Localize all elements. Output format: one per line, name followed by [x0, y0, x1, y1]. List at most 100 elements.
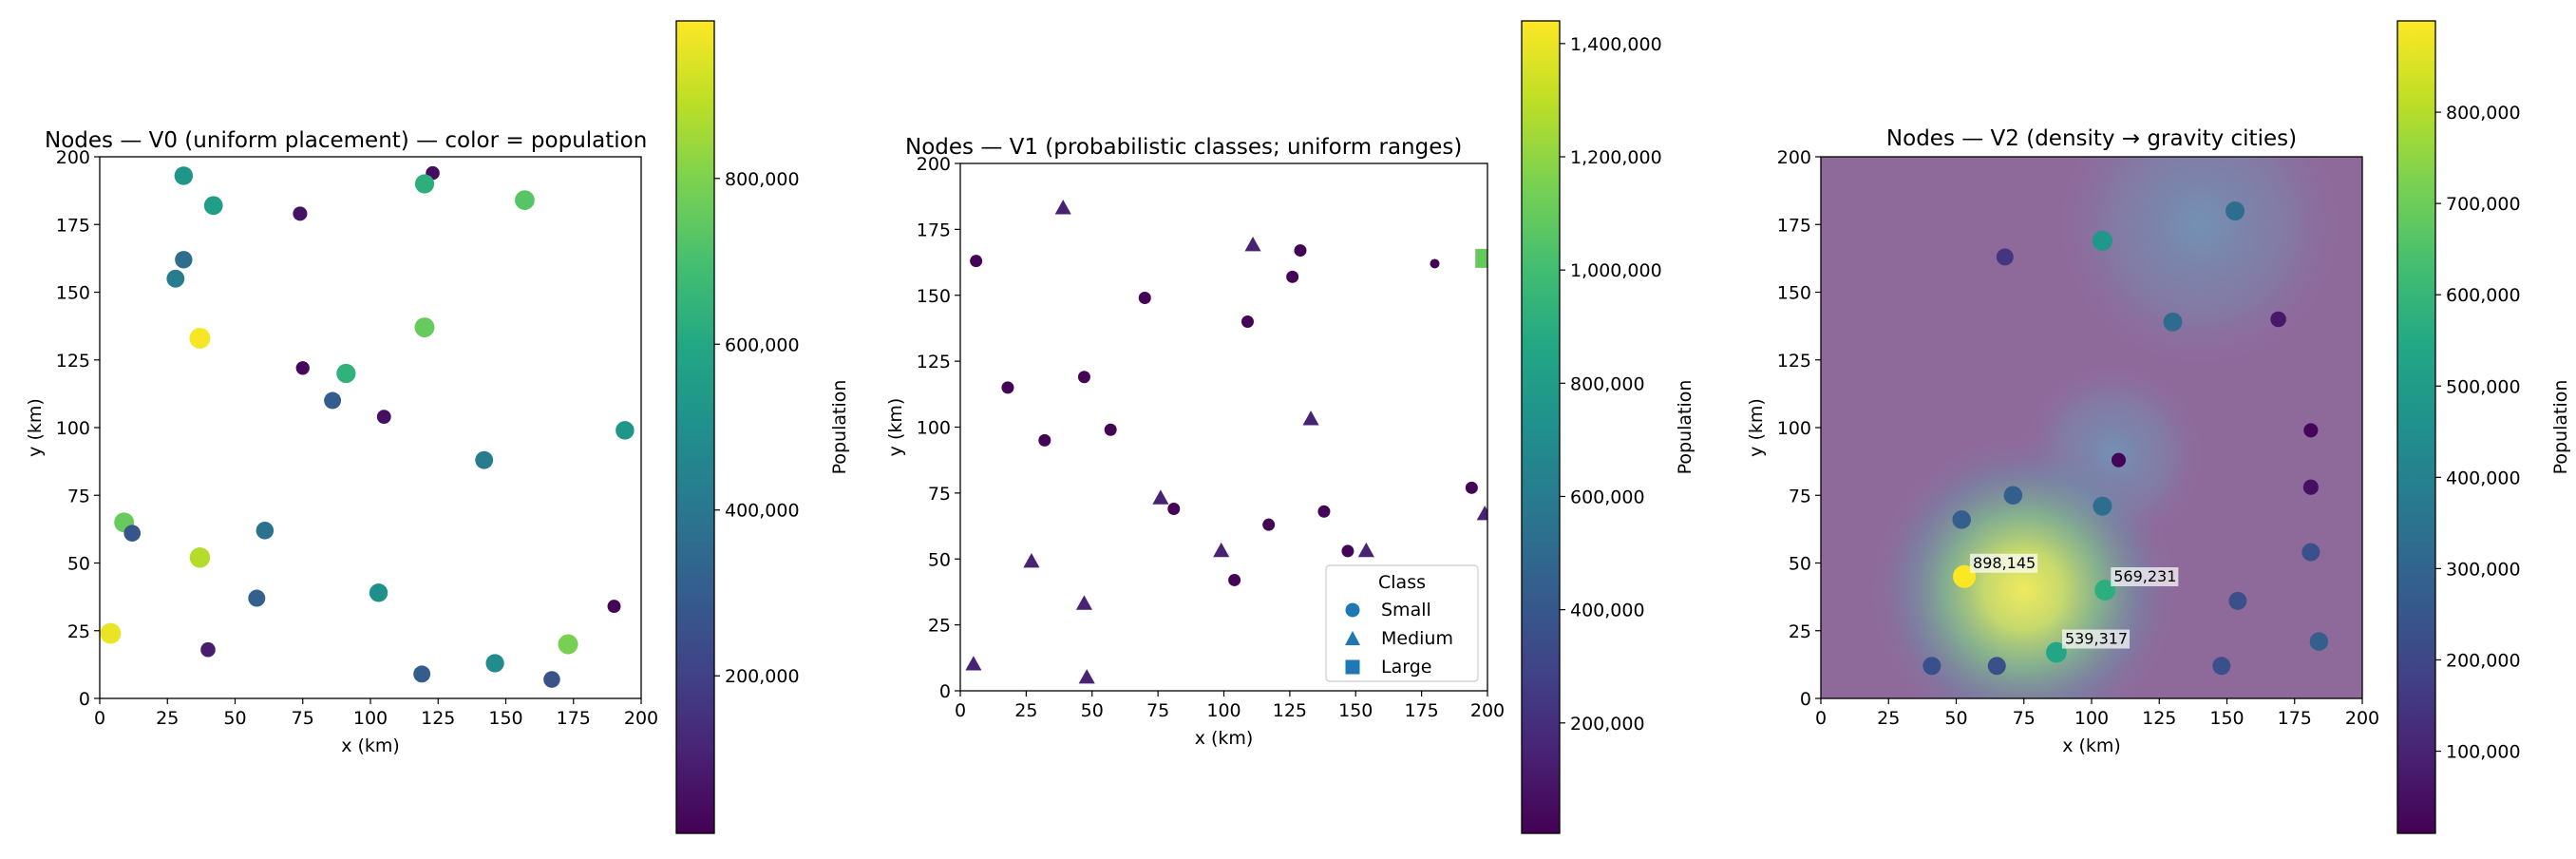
points-2: [1923, 201, 2329, 676]
data-point-1-20: [1023, 553, 1040, 568]
y-tick-label: 75: [67, 486, 90, 506]
colorbar-tick-label: 300,000: [2446, 559, 2521, 580]
data-point-0-28: [543, 671, 560, 688]
x-tick-label: 0: [955, 700, 966, 721]
colorbar-label: Population: [829, 380, 850, 475]
data-point-1-10: [1286, 270, 1299, 283]
data-point-0-15: [475, 450, 494, 469]
data-point-1-0: [970, 255, 983, 268]
colorbar-tick-label: 1,400,000: [1570, 34, 1662, 55]
colorbar-bar: [675, 20, 715, 834]
y-tick-label: 125: [56, 351, 90, 372]
x-axis-2: 0 25 50 75 100 125 150 175 200: [1815, 698, 2379, 729]
data-point-2-5: [2303, 423, 2319, 438]
colorbar-tick-label: 400,000: [2446, 468, 2521, 488]
colorbar-bar: [1521, 20, 1561, 834]
y-tick-label: 0: [1800, 689, 1811, 710]
points-1: [965, 200, 1487, 684]
x-tick-label: 125: [1273, 700, 1307, 721]
data-point-2-14: [2228, 591, 2247, 610]
data-point-2-1: [2092, 230, 2113, 251]
data-point-2-19: [2212, 657, 2231, 676]
data-point-0-11: [295, 361, 310, 375]
legend-marker-large: [1345, 659, 1360, 675]
data-point-2-4: [2163, 312, 2183, 332]
x-tick-label: 75: [2013, 708, 2036, 729]
y-tick-label: 50: [1789, 554, 1811, 575]
colorbar-tick-label: 800,000: [1570, 373, 1645, 394]
x-tick-label: 25: [156, 708, 179, 729]
colorbar-tick-label: 1,200,000: [1570, 147, 1662, 168]
y-tick-label: 200: [1777, 147, 1811, 168]
title-group-2: Nodes — V2 (density → gravity cities): [1886, 126, 2297, 151]
legend-entry-large: Large: [1381, 657, 1431, 678]
data-point-1-24: [965, 656, 982, 671]
x-tick-label: 25: [1877, 708, 1900, 729]
data-point-2-11: [2301, 543, 2320, 562]
x-tick-label: 0: [1815, 708, 1827, 729]
legend-box: [1325, 564, 1479, 682]
legend-marker-small: [1345, 602, 1360, 618]
x-tick-label: 100: [353, 708, 388, 729]
legend: Class Small Medium Large: [1325, 564, 1479, 682]
y-tick-label: 25: [1789, 621, 1811, 642]
y-tick-label: 25: [67, 621, 90, 642]
x-tick-label: 200: [624, 708, 658, 729]
chart-title: Nodes — V0 (uniform placement) — color =…: [45, 128, 647, 153]
data-point-0-6: [175, 251, 193, 269]
x-tick-label: 75: [1146, 700, 1169, 721]
point-label-bg-13: [2111, 567, 2179, 586]
x-tick-label: 125: [2142, 708, 2176, 729]
data-point-1-14: [1430, 258, 1440, 269]
data-point-0-24: [558, 634, 578, 655]
y-tick-label: 200: [917, 154, 951, 175]
title-group-1: Nodes — V1 (probabilistic classes; unifo…: [905, 135, 1462, 160]
data-point-1-23: [1357, 542, 1374, 558]
x-tick-label: 150: [1338, 700, 1373, 721]
chart-title: Nodes — V2 (density → gravity cities): [1886, 126, 2297, 151]
colorbar-0: 200,000 400,000 600,000 800,000 Population: [675, 20, 850, 834]
y-tick-label: 75: [928, 484, 951, 505]
points-0: [100, 165, 635, 688]
x-tick-label: 50: [223, 708, 246, 729]
y-tick-label: 175: [56, 215, 90, 236]
data-point-2-13: [2094, 580, 2116, 601]
data-point-2-3: [2270, 311, 2286, 328]
colorbar-tick-label: 1,000,000: [1570, 260, 1662, 281]
x-tick-label: 100: [1206, 700, 1241, 721]
y-tick-label: 150: [56, 283, 90, 304]
x-tick-label: 150: [488, 708, 522, 729]
legend-title: Class: [1378, 572, 1426, 593]
heat-blob-north: [2051, 157, 2349, 373]
colorbar-tick-label: 500,000: [2446, 376, 2521, 397]
legend-entry-medium: Medium: [1381, 628, 1453, 649]
data-point-0-25: [200, 641, 216, 658]
data-point-0-23: [100, 622, 122, 644]
data-point-0-19: [189, 547, 211, 568]
data-point-1-8: [1241, 315, 1254, 328]
x-axis-0: 0 25 50 75 100 125 150 175 200: [94, 698, 658, 729]
panel-0: 0 25 50 75 100 125 150 175 200 0 25 50 75 100 125 150 17…: [25, 20, 850, 834]
data-point-0-9: [414, 317, 435, 337]
colorbar-tick-label: 200,000: [725, 666, 800, 687]
colorbar-label: Population: [2550, 380, 2571, 475]
x-axis-label: x (km): [1195, 728, 1254, 749]
panel-1: 0 25 50 75 100 125 150 175 200 0 25 50 75 100 125 150 17…: [885, 20, 1695, 834]
y-tick-label: 75: [1789, 486, 1811, 506]
data-point-0-12: [324, 391, 342, 410]
legend-entry-small: Small: [1381, 600, 1431, 620]
data-point-2-9: [2093, 496, 2112, 516]
data-point-1-4: [1104, 423, 1117, 436]
colorbar-tick-label: 600,000: [1570, 487, 1645, 507]
data-point-1-27: [1475, 248, 1487, 268]
legend-marker-medium: [1345, 631, 1360, 645]
data-point-2-15: [2309, 632, 2329, 651]
data-point-1-12: [1317, 505, 1331, 518]
x-axis-1: 0 25 50 75 100 125 150 175 200: [955, 691, 1505, 721]
data-point-1-13: [1341, 544, 1354, 558]
point-label-bg-16: [2061, 629, 2131, 649]
point-label-16: 539,317: [2065, 630, 2128, 648]
data-point-0-8: [189, 327, 211, 349]
data-point-1-16: [1054, 200, 1071, 215]
